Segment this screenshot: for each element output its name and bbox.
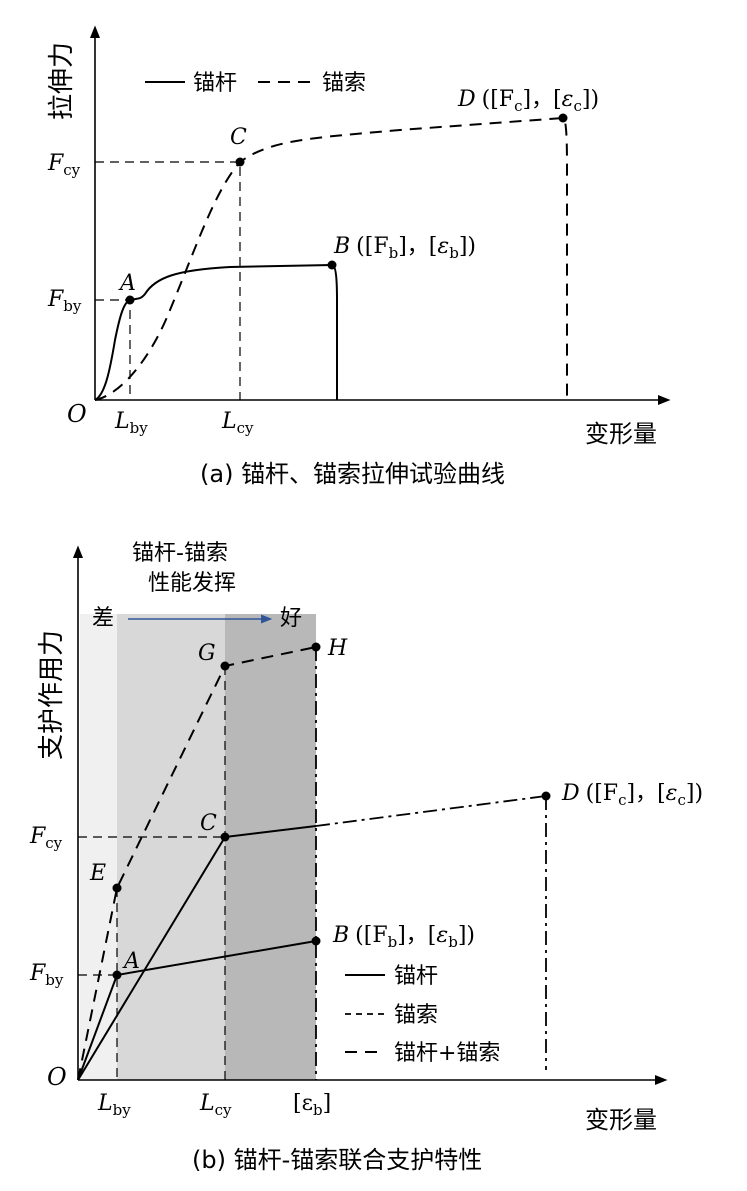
- b-ytick-fby: Fby: [29, 961, 64, 989]
- b-point-h: [311, 642, 321, 652]
- b-perf-right: 好: [280, 606, 302, 631]
- b-curve-combined: [77, 646, 317, 1081]
- b-xtick-lby: Lby: [97, 1091, 131, 1119]
- a-label-d: D ([Fc]，[εc]): [457, 87, 599, 115]
- b-label-a: A: [122, 949, 140, 974]
- a-label-a: A: [118, 271, 136, 296]
- a-legend-dash-label: 锚索: [322, 71, 366, 96]
- b-label-b: B ([Fb]，[εb]): [332, 923, 475, 951]
- b-legend-combined-label: 锚杆+锚索: [394, 1041, 500, 1066]
- a-xtick-lby: Lby: [114, 409, 148, 437]
- a-legend-solid-label: 锚杆: [193, 71, 237, 96]
- chart-a: 拉伸力 变形量 O 锚杆 锚索 Fby Fcy Lby Lcy A B ([Fb]…: [47, 25, 671, 488]
- b-point-a: [112, 970, 122, 980]
- b-label-d: D ([Fc]，[εc]): [561, 781, 703, 809]
- b-perf-left: 差: [92, 606, 114, 631]
- b-origin: O: [47, 1063, 67, 1091]
- b-point-c: [220, 832, 230, 842]
- a-guide-c: [95, 161, 241, 400]
- a-caption: (a) 锚杆、锚索拉伸试验曲线: [200, 460, 505, 488]
- b-perf-title-1: 锚杆-锚索: [132, 541, 228, 566]
- b-xtick-lcy: Lcy: [199, 1091, 232, 1119]
- b-xtick-eb: [εb]: [293, 1091, 331, 1119]
- a-xlabel: 变形量: [585, 420, 657, 448]
- a-ytick-fby: Fby: [47, 287, 82, 315]
- a-curve-cable: [94, 116, 568, 401]
- b-point-e: [112, 883, 122, 893]
- b-label-h: H: [327, 636, 348, 661]
- a-point-c: [235, 157, 245, 167]
- b-point-b: [311, 936, 321, 946]
- b-legend-cable-label: 锚索: [394, 1003, 438, 1028]
- a-ytick-fcy: Fcy: [47, 151, 81, 179]
- b-curve-cable-plateau: [315, 795, 547, 827]
- a-point-b: [327, 260, 337, 270]
- b-label-c: C: [200, 811, 217, 836]
- a-label-b: B ([Fb]，[εb]): [333, 234, 476, 262]
- b-zone-3: [225, 614, 316, 1080]
- b-ylabel: 支护作用力: [37, 630, 67, 760]
- b-perf-title-2: 性能发挥: [148, 571, 236, 596]
- b-zone-2: [117, 614, 225, 1080]
- a-xtick-lcy: Lcy: [221, 409, 254, 437]
- a-ylabel: 拉伸力: [47, 42, 77, 120]
- b-label-g: G: [198, 641, 216, 666]
- a-point-a: [125, 295, 135, 305]
- b-legend-bolt-label: 锚杆: [394, 964, 438, 989]
- chart-b: 支护作用力 变形量 O 锚杆-锚索 性能发挥 差 好 Fby Fcy Lby L…: [29, 541, 703, 1174]
- b-zone-1: [80, 614, 117, 1080]
- a-origin: O: [67, 400, 87, 428]
- b-point-d: [541, 791, 551, 801]
- b-label-e: E: [89, 861, 106, 886]
- b-caption: (b) 锚杆-锚索联合支护特性: [192, 1146, 482, 1174]
- b-ytick-fcy: Fcy: [29, 824, 63, 852]
- b-point-g: [220, 661, 230, 671]
- a-label-c: C: [230, 125, 247, 150]
- b-xlabel: 变形量: [585, 1106, 657, 1134]
- a-point-d: [558, 113, 568, 123]
